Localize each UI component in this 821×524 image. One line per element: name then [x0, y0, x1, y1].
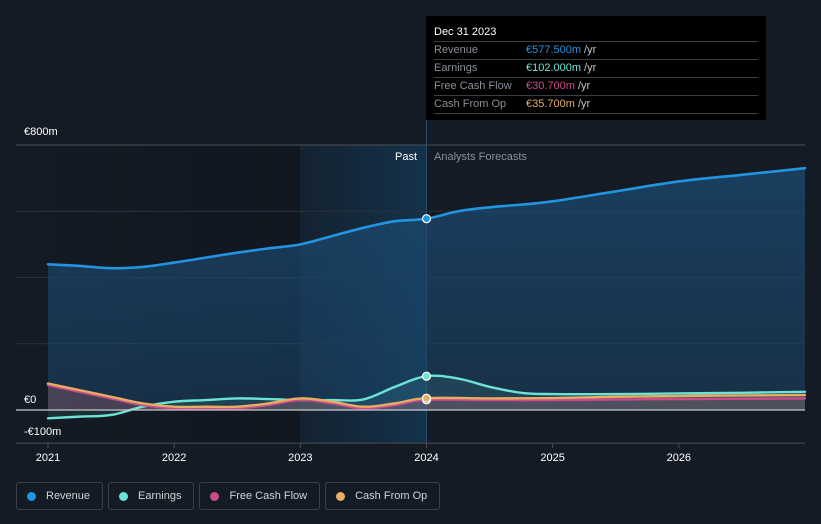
y-tick-label: -€100m — [24, 426, 61, 438]
tooltip-row-free-cash-flow: Free Cash Flow €30.700m /yr — [434, 78, 758, 96]
legend-item-cash-from-op[interactable]: Cash From Op — [325, 482, 441, 510]
revenue-line — [46, 166, 807, 270]
tooltip-label: Revenue — [434, 44, 479, 56]
tooltip-unit: /yr — [584, 44, 597, 56]
tooltip-label: Earnings — [434, 62, 478, 74]
legend-label: Revenue — [46, 490, 91, 502]
x-tick-label: 2026 — [667, 452, 691, 464]
legend-label: Earnings — [138, 490, 182, 502]
tooltip-row-revenue: Revenue €577.500m /yr — [434, 42, 758, 60]
forecast-label: Analysts Forecasts — [434, 151, 527, 163]
x-tick-label: 2024 — [414, 452, 438, 464]
legend-item-earnings[interactable]: Earnings — [108, 482, 195, 510]
free-cash-flow-line — [46, 383, 807, 410]
revenue-dot-icon — [27, 491, 36, 501]
free-cash-flow-area — [48, 385, 805, 410]
x-tick-label: 2021 — [36, 452, 60, 464]
revenue-area — [48, 168, 805, 410]
cash-from-op-area — [48, 383, 805, 410]
legend: Revenue Earnings Free Cash Flow Cash Fro… — [16, 482, 441, 510]
free-cash-flow-dot-icon — [210, 491, 220, 501]
x-tick-label: 2023 — [288, 452, 312, 464]
past-label: Past — [395, 151, 417, 163]
tooltip-row-cash-from-op: Cash From Op €35.700m /yr — [434, 96, 758, 114]
tooltip-label: Cash From Op — [434, 98, 507, 110]
earnings-dot-icon — [119, 491, 129, 501]
tooltip: Dec 31 2023 Revenue €577.500m /yr Earnin… — [426, 16, 766, 120]
legend-label: Cash From Op — [355, 490, 428, 502]
tooltip-unit: /yr — [584, 62, 597, 74]
cash-from-op-line — [46, 382, 807, 409]
tooltip-date: Dec 31 2023 — [434, 24, 758, 42]
y-tick-label: €800m — [24, 126, 58, 138]
tooltip-unit: /yr — [577, 98, 591, 110]
tooltip-value: €30.700m — [526, 80, 575, 92]
earnings-marker — [421, 371, 432, 381]
tooltip-value: €35.700m — [526, 98, 575, 110]
tooltip-unit: /yr — [577, 80, 591, 92]
legend-item-free-cash-flow[interactable]: Free Cash Flow — [199, 482, 321, 510]
tooltip-value: €577.500m — [526, 44, 582, 56]
tooltip-label: Free Cash Flow — [434, 80, 512, 92]
tooltip-row-earnings: Earnings €102.000m /yr — [434, 60, 758, 78]
x-tick-label: 2025 — [540, 452, 564, 464]
revenue-marker — [421, 214, 432, 224]
x-tick-label: 2022 — [162, 452, 186, 464]
cash-from-op-marker — [421, 393, 432, 403]
y-tick-label: €0 — [24, 394, 36, 406]
legend-label: Free Cash Flow — [229, 490, 308, 502]
tooltip-value: €102.000m — [526, 62, 582, 74]
legend-item-revenue[interactable]: Revenue — [16, 482, 104, 510]
cash-from-op-dot-icon — [336, 491, 346, 501]
